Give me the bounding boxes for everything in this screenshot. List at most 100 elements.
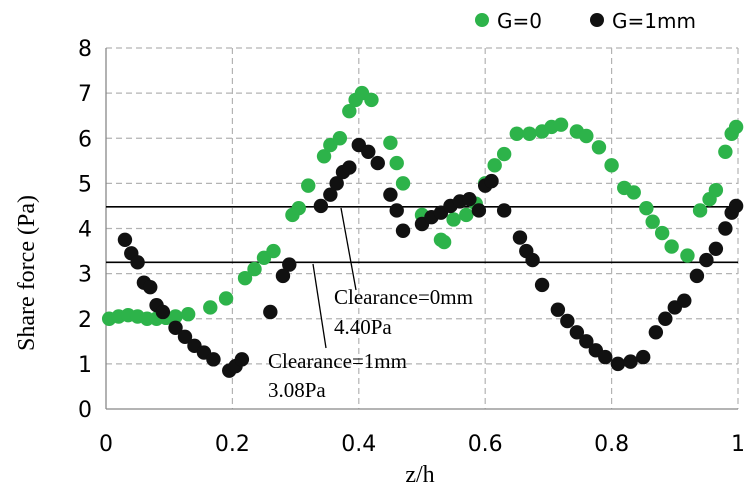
- x-tick-label: 0.2: [215, 432, 250, 457]
- data-point: [471, 203, 487, 218]
- series-g1mm: [117, 137, 744, 378]
- data-point: [639, 200, 654, 216]
- data-point: [534, 277, 550, 293]
- data-point: [553, 117, 569, 132]
- data-point: [569, 325, 585, 340]
- data-point: [677, 293, 692, 308]
- reference-lines: [106, 206, 738, 264]
- data-points: [101, 85, 744, 378]
- data-point: [591, 140, 607, 155]
- x-tick-label: 1: [731, 432, 745, 457]
- data-point: [395, 176, 411, 191]
- legend-label-g1mm: G=1mm: [612, 9, 696, 33]
- legend: G=0 G=1mm: [475, 9, 696, 33]
- data-point: [708, 182, 724, 198]
- data-point: [291, 200, 306, 216]
- data-point: [446, 212, 461, 227]
- y-tick-label: 0: [78, 398, 92, 423]
- x-tick-label: 0: [99, 432, 113, 457]
- x-tick-label: 0.6: [468, 432, 503, 457]
- data-point: [316, 149, 332, 164]
- y-axis-title: Share force (Pa): [14, 195, 40, 351]
- data-point: [313, 198, 329, 214]
- data-point: [718, 144, 733, 159]
- data-point: [329, 176, 344, 191]
- data-point: [692, 203, 708, 218]
- data-point: [496, 203, 512, 218]
- data-point: [496, 146, 512, 162]
- data-point: [658, 311, 673, 326]
- annotation-clearance-1mm-label: Clearance=1mm: [268, 349, 407, 373]
- data-point: [645, 214, 660, 229]
- data-point: [203, 300, 218, 315]
- data-point: [623, 354, 638, 369]
- data-point: [598, 349, 613, 365]
- data-point: [168, 320, 183, 335]
- y-tick-label: 4: [78, 218, 92, 243]
- annotation-clearance-1mm-value: 3.08Pa: [268, 378, 326, 402]
- data-point: [636, 349, 651, 365]
- data-point: [234, 352, 250, 367]
- data-point: [383, 187, 398, 202]
- data-point: [342, 160, 357, 175]
- annotation-clearance-0mm-label: Clearance=0mm: [334, 285, 473, 309]
- data-point: [361, 144, 376, 159]
- data-point: [395, 223, 411, 238]
- data-point: [664, 239, 679, 254]
- data-point: [364, 92, 379, 108]
- data-point: [522, 126, 537, 141]
- data-point: [117, 232, 133, 247]
- annotation-leader-clearance-0mm: [340, 207, 357, 291]
- data-point: [301, 178, 316, 193]
- data-point: [370, 155, 385, 171]
- data-point: [525, 252, 540, 268]
- y-tick-label: 1: [78, 353, 92, 378]
- data-point: [332, 131, 348, 146]
- data-point: [155, 304, 171, 320]
- data-point: [462, 191, 477, 207]
- annotation-leader-clearance-1mm: [312, 263, 327, 349]
- legend-marker-g0: [475, 13, 489, 27]
- data-point: [389, 155, 404, 171]
- data-point: [509, 126, 524, 141]
- data-point: [648, 325, 664, 340]
- data-point: [728, 119, 744, 135]
- tick-labels: 0 1 2 3 4 5 6 7 8 0 0.2 0.4 0.6 0.8 1: [78, 37, 745, 457]
- y-tick-label: 8: [78, 37, 92, 62]
- data-point: [282, 257, 297, 272]
- data-point: [550, 302, 566, 317]
- data-point: [718, 221, 733, 236]
- data-point: [579, 334, 594, 349]
- data-point: [699, 252, 714, 268]
- data-point: [708, 241, 724, 257]
- y-tick-label: 6: [78, 127, 92, 152]
- data-point: [247, 261, 262, 277]
- legend-marker-g1mm: [590, 13, 604, 27]
- x-tick-label: 0.4: [341, 432, 376, 457]
- data-point: [218, 291, 234, 306]
- axes: [105, 48, 738, 410]
- x-tick-label: 0.8: [594, 432, 629, 457]
- data-point: [654, 225, 670, 241]
- data-point: [275, 268, 291, 284]
- y-tick-label: 7: [78, 82, 92, 107]
- data-point: [143, 279, 158, 295]
- data-point: [323, 187, 338, 202]
- data-point: [610, 356, 626, 372]
- data-point: [626, 185, 641, 200]
- data-point: [459, 207, 474, 223]
- data-point: [383, 135, 398, 150]
- data-point: [512, 230, 528, 245]
- data-point: [237, 270, 253, 286]
- data-point: [266, 243, 281, 259]
- y-tick-label: 2: [78, 308, 92, 333]
- data-point: [180, 307, 196, 322]
- data-point: [680, 248, 695, 263]
- annotations: Clearance=0mm 4.40Pa Clearance=1mm 3.08P…: [268, 207, 473, 402]
- series-g0: [101, 85, 744, 326]
- data-point: [560, 313, 575, 329]
- data-point: [689, 268, 705, 284]
- data-point: [436, 234, 452, 250]
- data-point: [389, 203, 404, 218]
